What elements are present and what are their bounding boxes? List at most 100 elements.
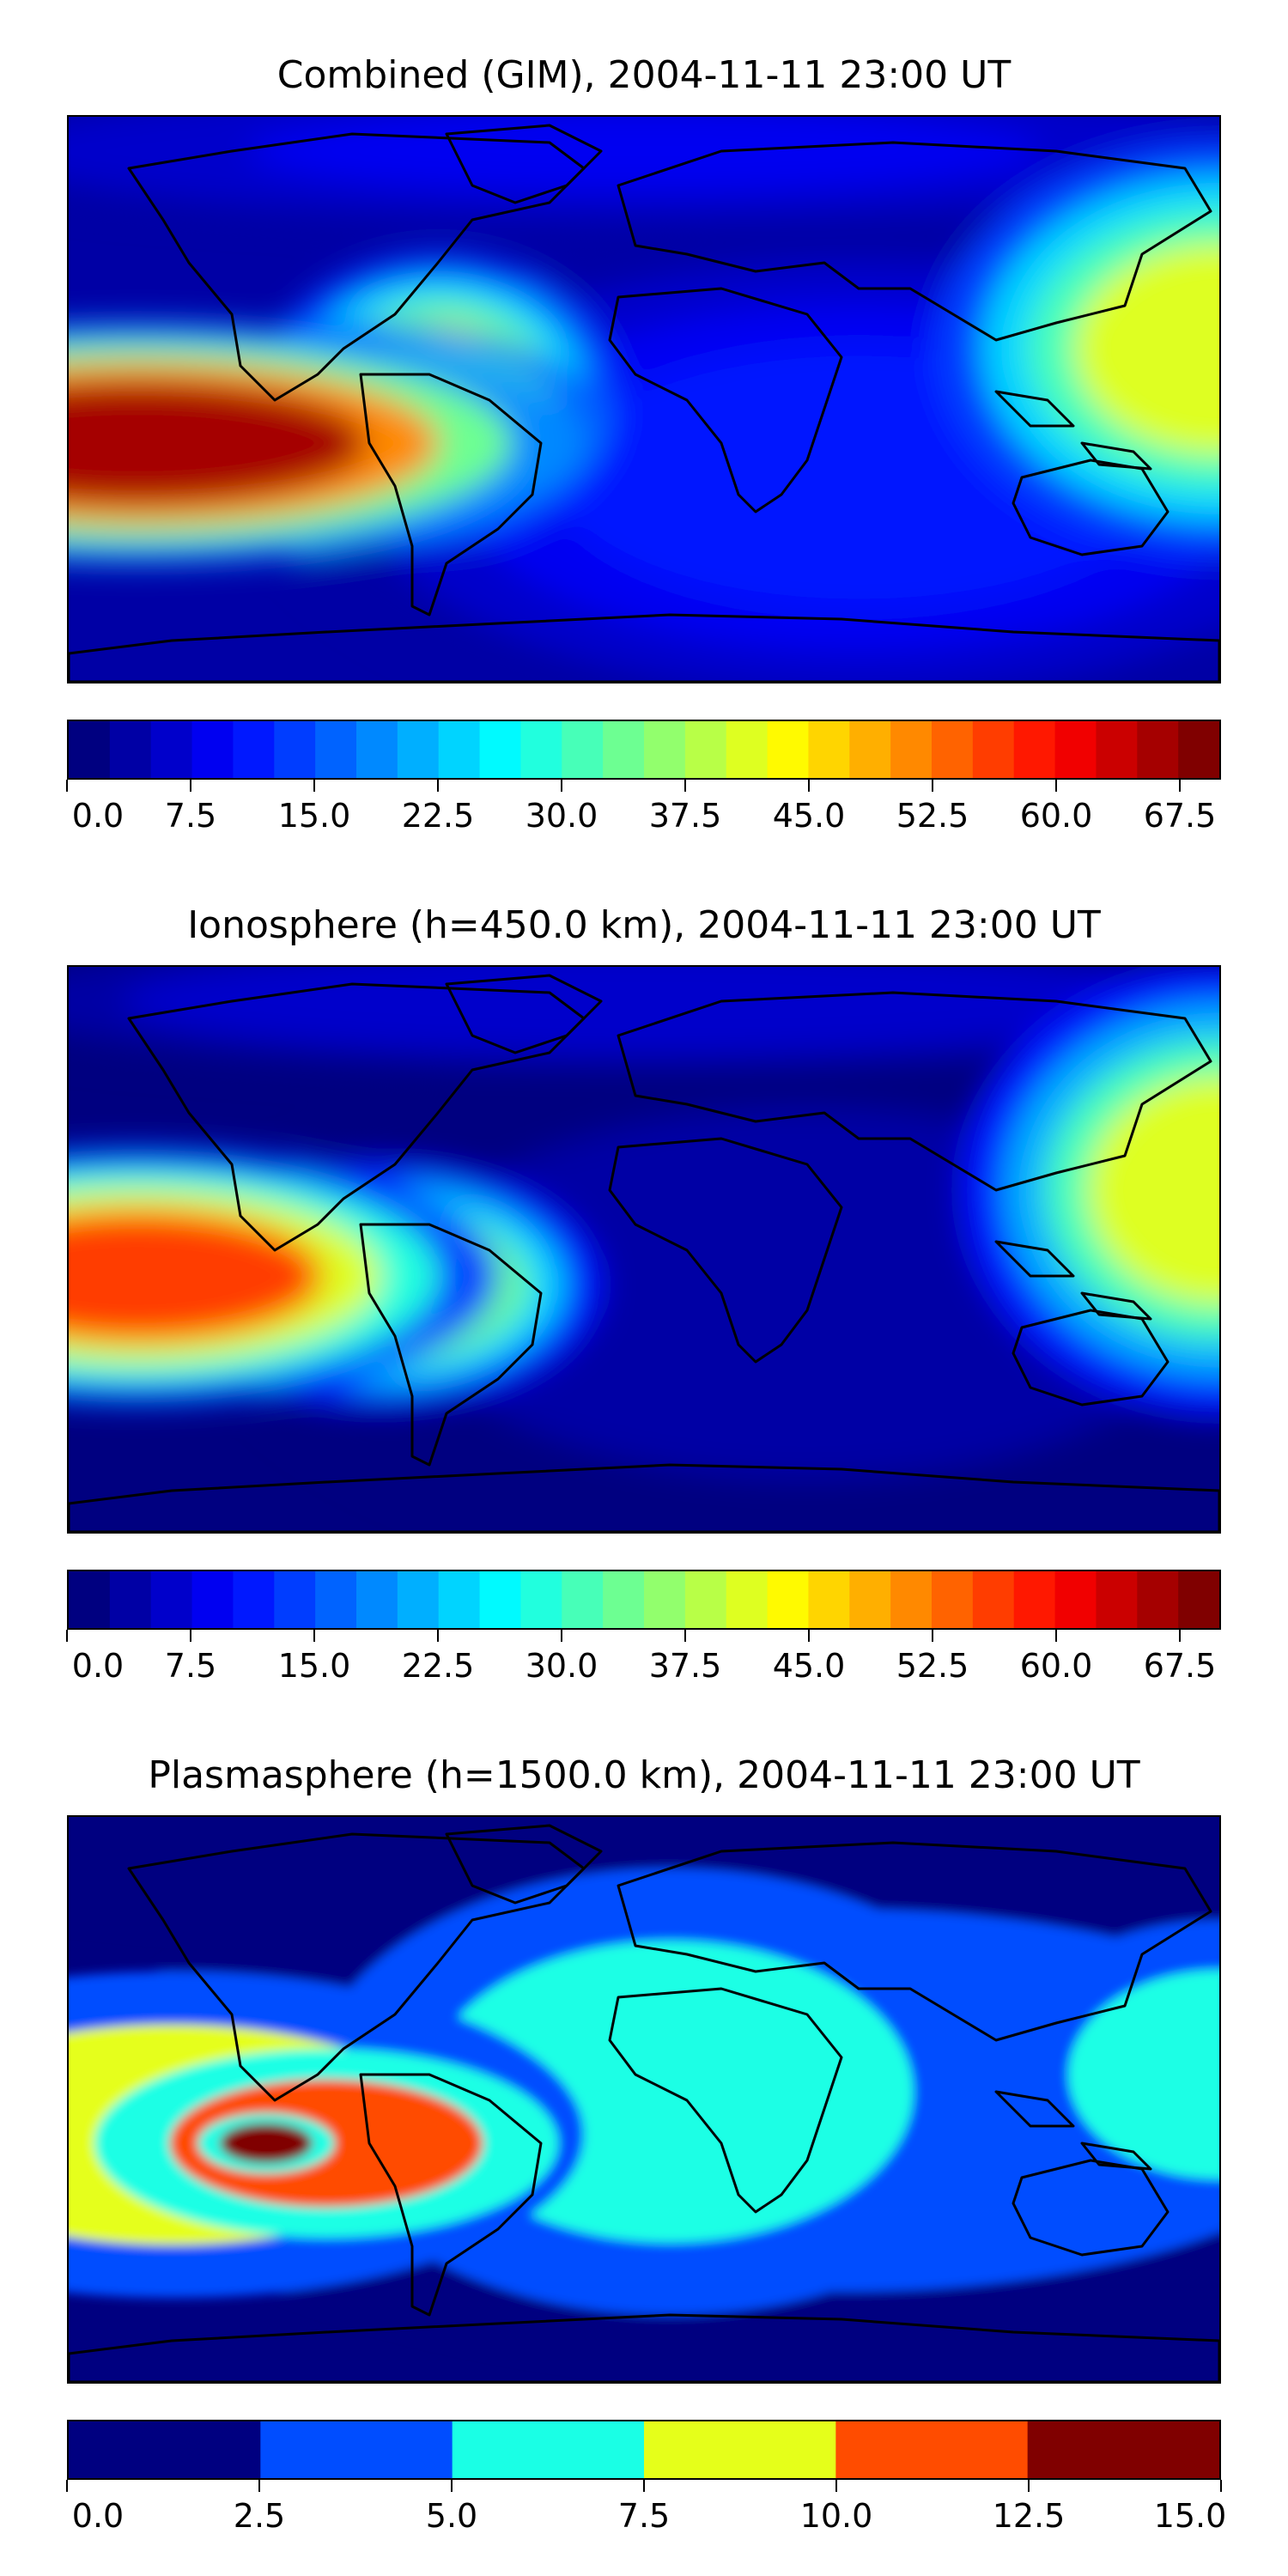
coastline bbox=[69, 2313, 1219, 2382]
colorbar-tick-label: 37.5 bbox=[648, 1647, 722, 1685]
colorbar-tick-label: 60.0 bbox=[1019, 1647, 1093, 1685]
colorbar-segment bbox=[520, 1571, 562, 1628]
field-contour bbox=[1087, 1075, 1219, 1305]
colorbar-segment bbox=[1137, 1571, 1179, 1628]
colorbar-tick bbox=[190, 780, 191, 792]
colorbar-tick bbox=[1055, 780, 1057, 792]
colorbar-segment bbox=[972, 1571, 1015, 1628]
colorbar-tick bbox=[1179, 1630, 1181, 1642]
colorbar-segment bbox=[684, 721, 727, 778]
coastline bbox=[445, 974, 603, 1054]
colorbar-tick-label: 10.0 bbox=[799, 2497, 873, 2535]
colorbar-segment bbox=[726, 1571, 769, 1628]
colorbar-segment bbox=[69, 2421, 261, 2478]
colorbar-segment bbox=[520, 721, 562, 778]
colorbar-tick bbox=[313, 780, 315, 792]
colorbar-tick-label: 60.0 bbox=[1019, 797, 1093, 835]
colorbar-segment bbox=[397, 721, 440, 778]
colorbar-tick bbox=[66, 2480, 68, 2492]
colorbar-segment bbox=[835, 2421, 1029, 2478]
panel-1-heatmap-svg bbox=[69, 117, 1219, 682]
colorbar-tick-label: 2.5 bbox=[233, 2497, 286, 2535]
colorbar-tick-label: 7.5 bbox=[164, 797, 217, 835]
colorbar-tick-label: 7.5 bbox=[617, 2497, 671, 2535]
coastline bbox=[127, 1832, 586, 2102]
coastline bbox=[359, 373, 543, 617]
colorbar-tick bbox=[258, 2480, 260, 2492]
colorbar-tick-label: 0.0 bbox=[71, 2497, 125, 2535]
colorbar-segment bbox=[1096, 721, 1138, 778]
colorbar-tick-label: 12.5 bbox=[992, 2497, 1066, 2535]
colorbar-tick bbox=[190, 1630, 191, 1642]
field-contour bbox=[69, 381, 367, 505]
colorbar-segment bbox=[1137, 721, 1179, 778]
colorbar-segment bbox=[849, 721, 891, 778]
colorbar-segment bbox=[849, 1571, 891, 1628]
colorbar-segment bbox=[356, 721, 398, 778]
colorbar-segment bbox=[69, 721, 111, 778]
coastline bbox=[994, 390, 1152, 471]
colorbar-tick bbox=[66, 1630, 68, 1642]
colorbar-segment bbox=[479, 1571, 521, 1628]
coastline bbox=[69, 1463, 1219, 1532]
coastline bbox=[127, 982, 586, 1252]
colorbar-segment bbox=[603, 721, 645, 778]
coastline bbox=[445, 1824, 603, 1905]
colorbar-tick bbox=[437, 1630, 439, 1642]
colorbar-segment bbox=[150, 721, 193, 778]
panel-3-title: Plasmasphere (h=1500.0 km), 2004-11-11 2… bbox=[148, 1753, 1140, 1797]
colorbar-tick-label: 15.0 bbox=[277, 1647, 351, 1685]
colorbar-segment bbox=[315, 1571, 357, 1628]
colorbar-segment bbox=[1054, 721, 1097, 778]
panel-1-map bbox=[67, 115, 1221, 683]
colorbar-tick-label: 15.0 bbox=[277, 797, 351, 835]
colorbar-segment bbox=[644, 1571, 686, 1628]
panel-2-colorbar-ticks: 0.0 7.5 15.0 22.5 30.0 37.5 45.0 52.5 60.0 67.5 bbox=[66, 1630, 1221, 1685]
colorbar-segment bbox=[274, 721, 316, 778]
colorbar-segment bbox=[452, 2421, 645, 2478]
colorbar-tick-label: 22.5 bbox=[401, 1647, 475, 1685]
colorbar-segment bbox=[1027, 2421, 1219, 2478]
colorbar-tick-label: 15.0 bbox=[1153, 2497, 1227, 2535]
colorbar-segment bbox=[932, 1571, 974, 1628]
colorbar-tick-label: 30.0 bbox=[525, 797, 598, 835]
colorbar-segment bbox=[109, 1571, 152, 1628]
colorbar-segment bbox=[191, 721, 234, 778]
colorbar-segment bbox=[767, 721, 809, 778]
panel-2-heatmap-svg bbox=[69, 967, 1219, 1532]
colorbar-tick bbox=[1220, 2480, 1222, 2492]
colorbar-tick-label: 0.0 bbox=[71, 1647, 125, 1685]
panel-1-title: Combined (GIM), 2004-11-11 23:00 UT bbox=[276, 53, 1012, 97]
coastline bbox=[359, 1223, 543, 1467]
colorbar-segment bbox=[438, 721, 481, 778]
coastline bbox=[1012, 1309, 1170, 1406]
field-contour bbox=[499, 1152, 1115, 1434]
colorbar-segment bbox=[1054, 1571, 1097, 1628]
colorbar-tick bbox=[437, 780, 439, 792]
field-contour bbox=[220, 2123, 313, 2164]
colorbar-segment bbox=[808, 1571, 850, 1628]
coastline bbox=[127, 132, 586, 402]
colorbar-segment bbox=[684, 1571, 727, 1628]
panel-2-colorbar bbox=[67, 1570, 1221, 1630]
coastline bbox=[1012, 459, 1170, 556]
colorbar-segment bbox=[562, 1571, 604, 1628]
colorbar-tick bbox=[561, 780, 562, 792]
panel-3-colorbar-ticks: 0.0 2.5 5.0 7.5 10.0 12.5 15.0 bbox=[66, 2480, 1226, 2535]
colorbar-tick bbox=[808, 1630, 810, 1642]
colorbar-segment bbox=[932, 721, 974, 778]
colorbar-segment bbox=[644, 721, 686, 778]
colorbar-segment bbox=[479, 721, 521, 778]
panel-1-colorbar-ticks: 0.0 7.5 15.0 22.5 30.0 37.5 45.0 52.5 60.0 67.5 bbox=[66, 780, 1221, 835]
colorbar-tick-label: 67.5 bbox=[1143, 797, 1217, 835]
colorbar-tick bbox=[684, 1630, 686, 1642]
coastline bbox=[1012, 2159, 1170, 2257]
field-contour bbox=[69, 1210, 323, 1342]
colorbar-tick-label: 7.5 bbox=[164, 1647, 217, 1685]
colorbar-segment bbox=[1013, 1571, 1056, 1628]
coastline bbox=[608, 1137, 843, 1364]
colorbar-tick bbox=[835, 2480, 837, 2492]
colorbar-segment bbox=[890, 1571, 933, 1628]
colorbar-segment bbox=[69, 1571, 111, 1628]
colorbar-segment bbox=[109, 721, 152, 778]
